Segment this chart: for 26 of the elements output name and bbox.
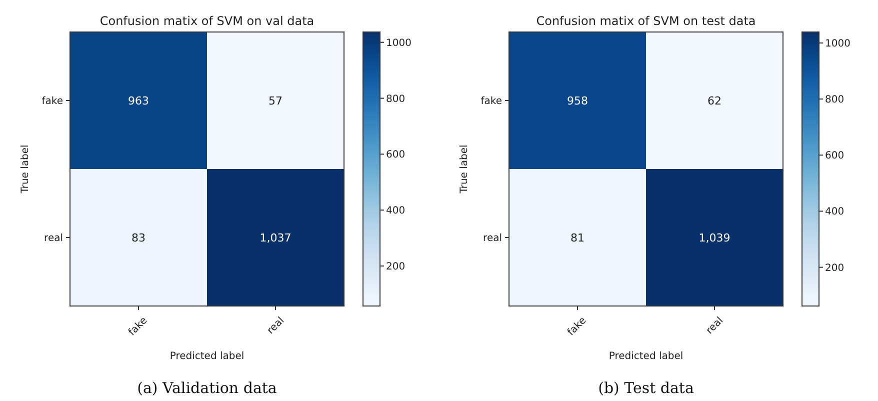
y-axis-title: True label (20, 144, 31, 194)
color-bar-label: 200 (825, 262, 844, 274)
data-label: 83 (132, 231, 146, 244)
data-label: 57 (268, 94, 282, 108)
data-label: 1,039 (698, 231, 730, 244)
color-bar-label: 1000 (825, 38, 850, 50)
color-bar-label: 400 (386, 206, 406, 217)
chart-title: Confusion matix of SVM on test data (536, 14, 756, 28)
data-label: 1,037 (260, 231, 292, 244)
color-bar-label: 1000 (386, 38, 412, 49)
data-label: 62 (708, 94, 722, 108)
color-bar-label: 800 (825, 94, 844, 106)
data-label: 81 (570, 231, 584, 244)
chart-title: Confusion matix of SVM on val data (100, 14, 314, 28)
x-axis-title: Predicted label (608, 351, 684, 362)
data-label: 958 (567, 94, 588, 108)
color-bar-label: 800 (386, 94, 406, 105)
color-bar-label: 200 (386, 262, 406, 273)
color-bar-label: 600 (825, 150, 844, 162)
color-bar-label: 400 (825, 206, 844, 218)
x-axis-title: Predicted label (170, 351, 244, 362)
text: (a) Validation data (137, 379, 277, 397)
color-bar-label: 600 (386, 150, 406, 161)
data-label: 963 (128, 94, 149, 108)
y-axis-title: True label (459, 144, 470, 194)
text: (b) Test data (598, 379, 694, 397)
